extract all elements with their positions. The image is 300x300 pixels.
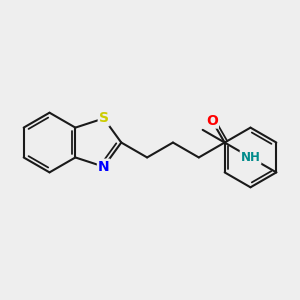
- Text: O: O: [206, 114, 218, 128]
- Text: NH: NH: [241, 151, 260, 164]
- Text: N: N: [98, 160, 109, 174]
- Text: S: S: [99, 111, 109, 125]
